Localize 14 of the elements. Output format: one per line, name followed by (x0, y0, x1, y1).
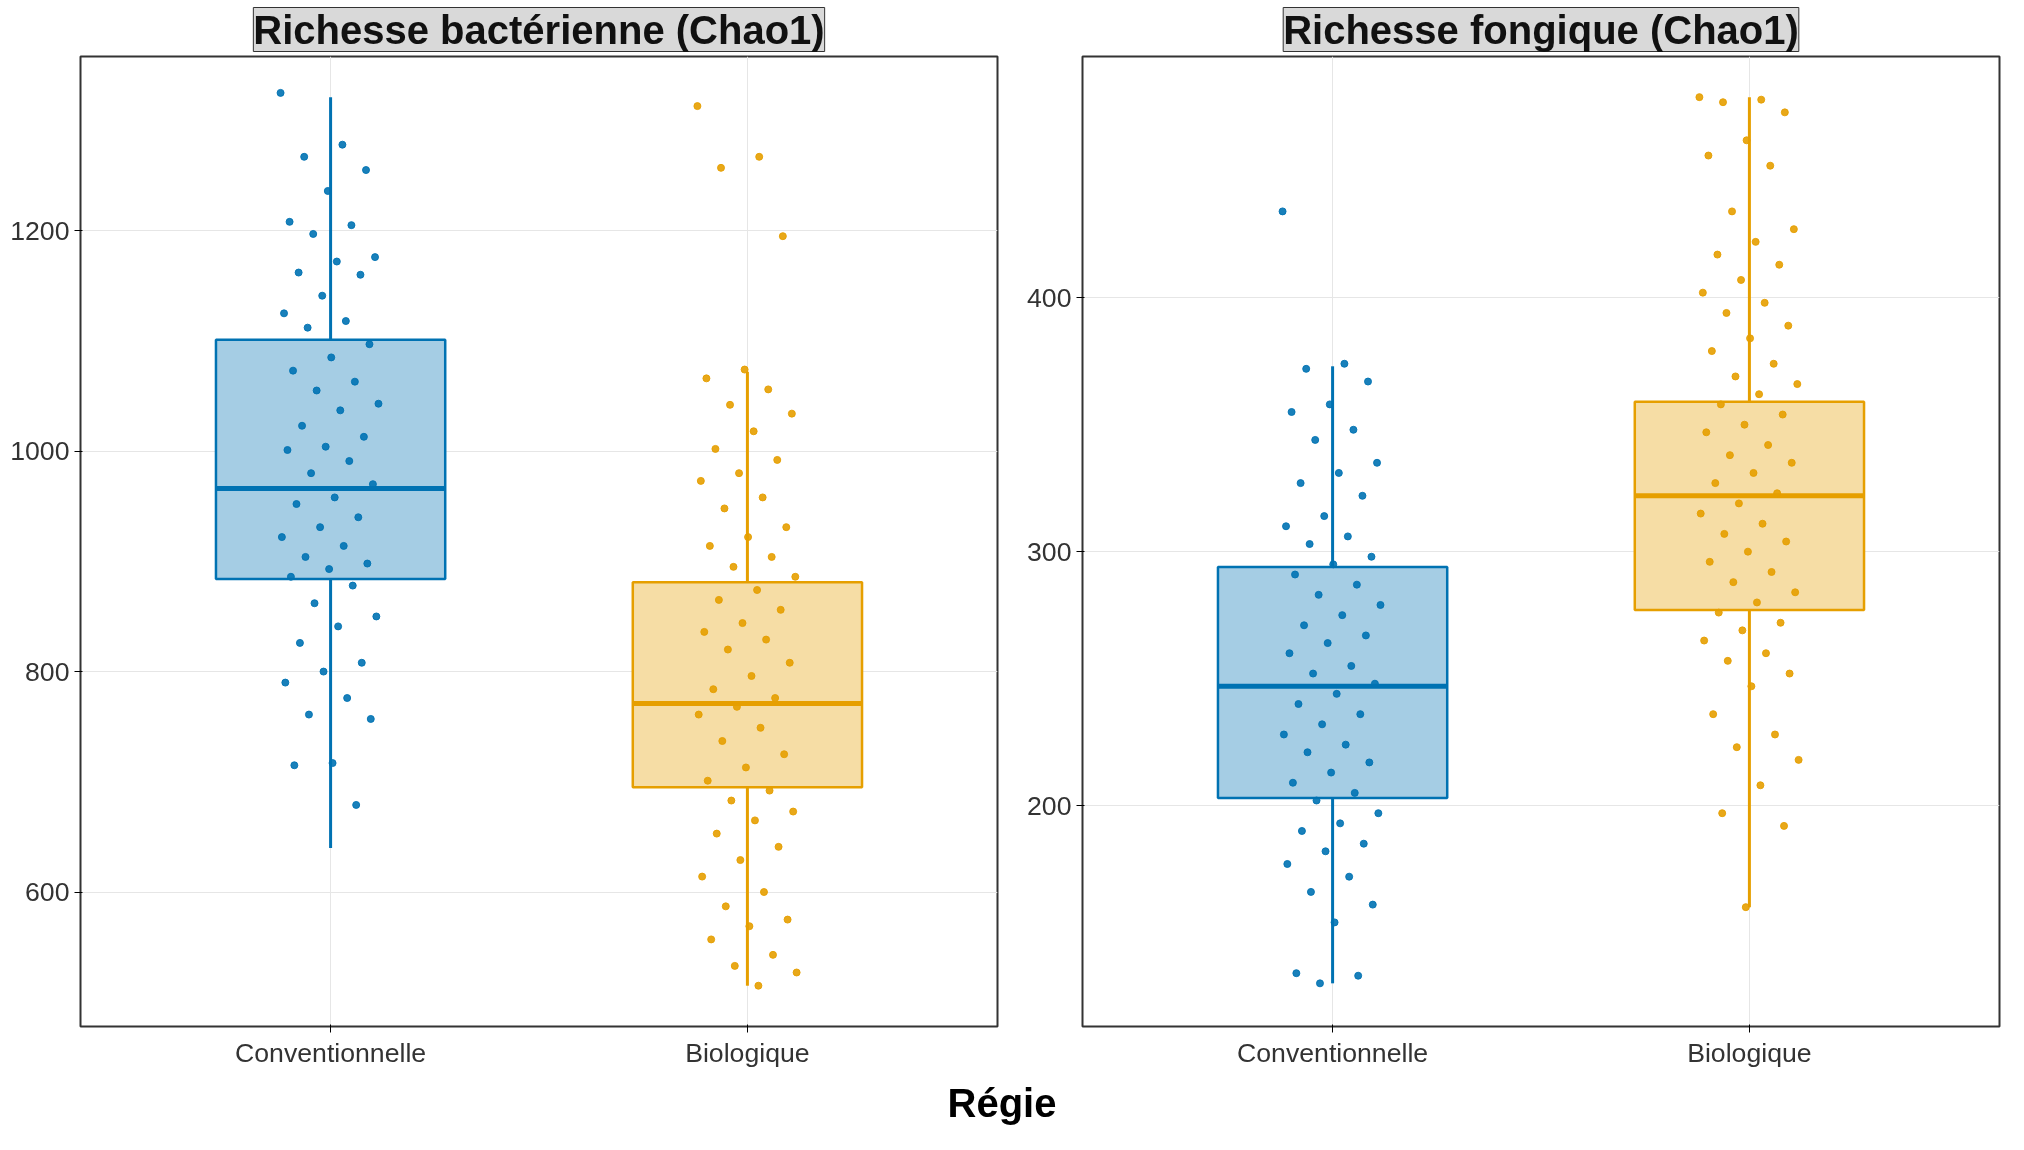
y-tick-label: 1200 (10, 215, 70, 246)
x-tick-label: Conventionnelle (235, 1037, 427, 1068)
chart-title: Richesse bactérienne (Chao1) (253, 7, 825, 52)
y-tick-label: 600 (25, 877, 70, 908)
x-tick-label: Biologique (1687, 1037, 1812, 1068)
chart-title: Richesse fongique (Chao1) (1283, 7, 1799, 52)
x-tick-label: Conventionnelle (1237, 1037, 1429, 1068)
y-tick-label: 300 (1027, 536, 1072, 567)
y-tick-label: 800 (25, 656, 70, 687)
x-axis-title: Régie (947, 1080, 1057, 1127)
y-tick-label: 1000 (10, 436, 70, 467)
y-tick-label: 200 (1027, 790, 1072, 821)
x-tick-label: Biologique (685, 1037, 810, 1068)
y-tick-label: 400 (1027, 282, 1072, 313)
